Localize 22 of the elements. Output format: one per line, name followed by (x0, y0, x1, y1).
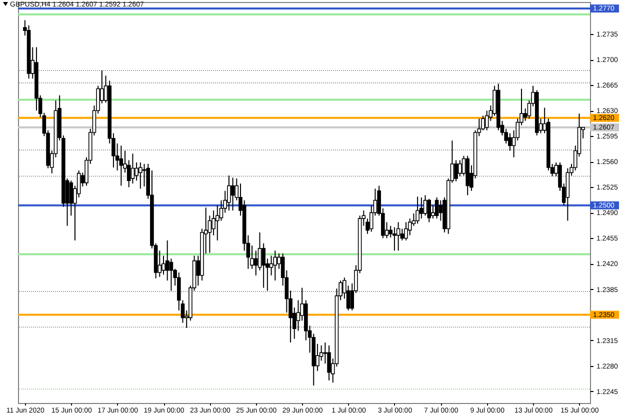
candlestick (262, 242, 266, 288)
candlestick (215, 204, 220, 241)
candlestick (416, 196, 420, 224)
candlestick (427, 198, 432, 223)
candlestick (227, 175, 231, 212)
candlestick (169, 258, 174, 292)
candlestick (423, 194, 428, 216)
candlestick (273, 250, 278, 282)
candlestick (434, 196, 439, 220)
candlestick (396, 222, 400, 252)
candlestick (130, 153, 135, 184)
candlestick (254, 250, 258, 276)
candlestick (454, 160, 458, 182)
candlestick (420, 196, 424, 220)
candlestick (404, 222, 408, 241)
candlestick (458, 160, 462, 177)
candlestick (230, 177, 235, 212)
candlestick (138, 162, 142, 190)
candlestick (327, 344, 331, 381)
candlestick (119, 145, 124, 186)
candlestick (508, 132, 512, 152)
candlestick (392, 226, 396, 252)
